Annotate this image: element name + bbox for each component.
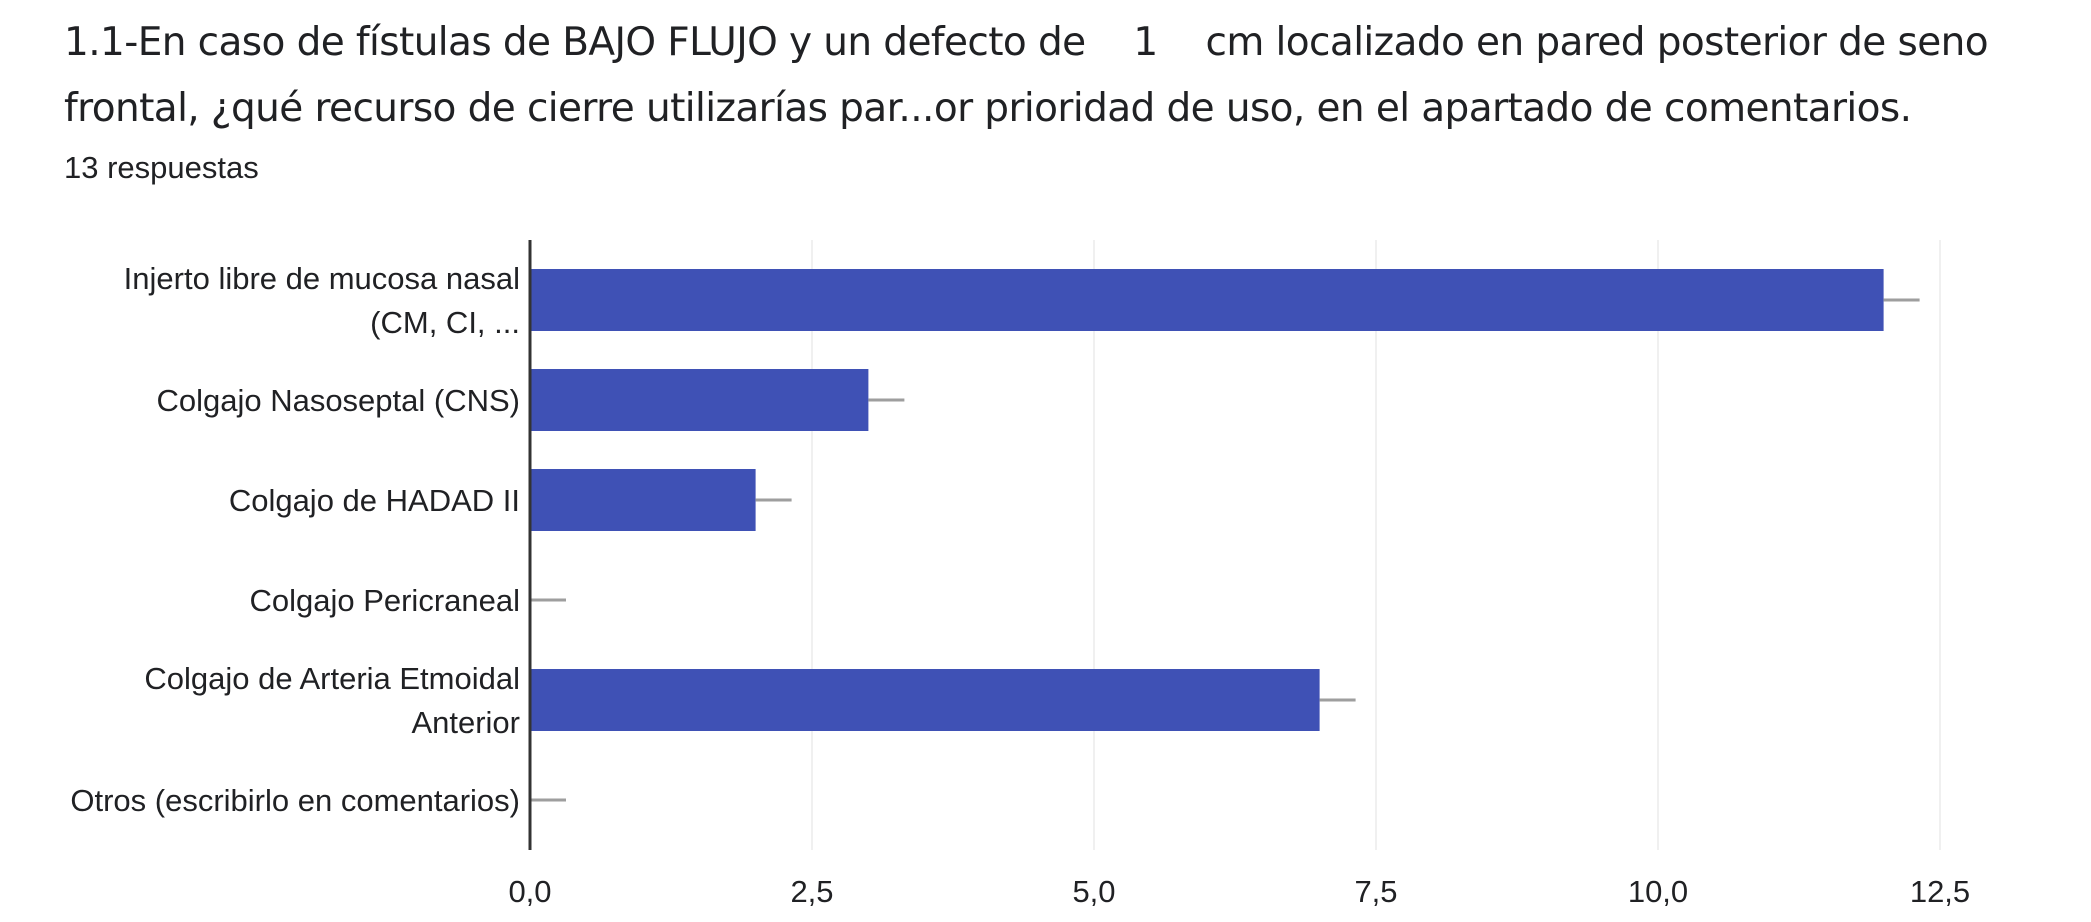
bars: [530, 269, 1920, 802]
category-label: Otros (escribirlo en comentarios): [70, 783, 520, 818]
x-tick-label: 2,5: [790, 874, 833, 909]
x-tick-label: 5,0: [1072, 874, 1115, 909]
category-label: Colgajo Nasoseptal (CNS): [156, 383, 520, 418]
bar: [530, 369, 869, 431]
category-label: (CM, CI, ...: [370, 305, 520, 340]
category-label: Colgajo Pericraneal: [249, 583, 520, 618]
question-title: 1.1-En caso de fístulas de BAJO FLUJO y …: [64, 10, 2074, 142]
tick-labels: 0,0 2,5 5,0 7,5 10,0 12,5: [508, 874, 1970, 909]
x-tick-label: 0,0: [508, 874, 551, 909]
question-text-start: 1.1-En caso de fístulas de BAJO FLUJO y …: [64, 20, 1086, 65]
x-tick-label: 7,5: [1354, 874, 1397, 909]
category-label: Injerto libre de mucosa nasal: [124, 261, 520, 296]
x-tick-label: 10,0: [1628, 874, 1688, 909]
category-labels: Injerto libre de mucosa nasal (CM, CI, ..…: [70, 261, 520, 818]
x-tick-label: 12,5: [1910, 874, 1970, 909]
response-count: 13 respuestas: [64, 150, 259, 185]
bar: [530, 269, 1884, 331]
bar: [530, 469, 756, 531]
category-label: Anterior: [411, 705, 520, 740]
bar: [530, 669, 1320, 731]
question-text-end: cm localizado en pared posterior de seno…: [64, 20, 1989, 131]
category-label: Colgajo de Arteria Etmoidal: [144, 661, 520, 696]
grid-lines: [811, 240, 1941, 850]
defect-size-value: 1: [1133, 20, 1158, 65]
category-label: Colgajo de HADAD II: [229, 483, 520, 518]
